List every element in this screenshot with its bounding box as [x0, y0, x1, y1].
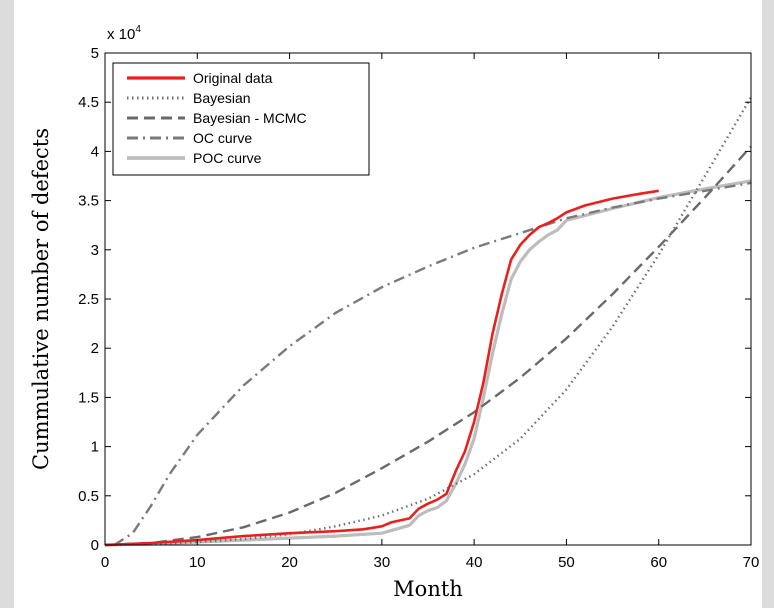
series-line-original-data: [104, 189, 659, 547]
x-tick-label: 60: [650, 554, 667, 571]
x-tick-label: 10: [189, 554, 206, 571]
y-tick-label: 3.5: [78, 193, 99, 210]
legend-label: POC curve: [193, 150, 262, 166]
axis-ticks: 0 10 20 30 40 50 60 70 0 0.5 1 1.5 2 2.5 3 3.5 4 4.5 5: [78, 45, 759, 571]
y-multiplier-base: x 10: [107, 26, 135, 43]
y-tick-label: 3: [91, 242, 99, 259]
legend-label: Bayesian - MCMC: [193, 110, 307, 126]
legend-label: Original data: [193, 70, 273, 86]
line-chart: 0 10 20 30 40 50 60 70 0 0.5 1 1.5 2 2.5 3 3.5 4 4.5 5 x 1…: [29, 24, 759, 601]
y-tick-label: 2: [91, 340, 99, 357]
series-line-bayesian: [104, 96, 753, 547]
y-tick-label: 4: [91, 143, 99, 160]
x-tick-label: 30: [374, 554, 391, 571]
x-tick-label: 50: [558, 554, 575, 571]
y-tick-label: 4.5: [78, 94, 99, 111]
y-tick-label: 0.5: [78, 488, 99, 505]
x-tick-label: 70: [743, 554, 760, 571]
series-line-poc-curve: [104, 179, 752, 547]
y-tick-label: 1.5: [78, 389, 99, 406]
y-axis-label: Cummulative number of defects: [29, 128, 53, 470]
series-line-bayesian-mcmc: [104, 145, 752, 547]
plot-lines: [104, 96, 753, 547]
y-tick-label: 0: [91, 537, 99, 554]
chart-figure: 0 10 20 30 40 50 60 70 0 0.5 1 1.5 2 2.5 3 3.5 4 4.5 5 x 1…: [14, 0, 762, 608]
y-axis-multiplier: x 104: [107, 24, 141, 43]
y-tick-label: 2.5: [78, 291, 99, 308]
legend: Original data Bayesian Bayesian - MCMC OC c…: [112, 62, 370, 176]
x-tick-label: 20: [281, 554, 298, 571]
x-axis-label: Month: [393, 577, 463, 601]
legend-label: OC curve: [193, 130, 252, 146]
legend-label: Bayesian: [193, 90, 251, 106]
x-tick-label: 0: [101, 554, 109, 571]
x-tick-label: 40: [466, 554, 483, 571]
y-tick-label: 1: [91, 439, 99, 456]
y-tick-label: 5: [91, 45, 99, 62]
y-multiplier-exponent: 4: [135, 24, 141, 35]
series-line-oc-curve: [113, 181, 752, 547]
